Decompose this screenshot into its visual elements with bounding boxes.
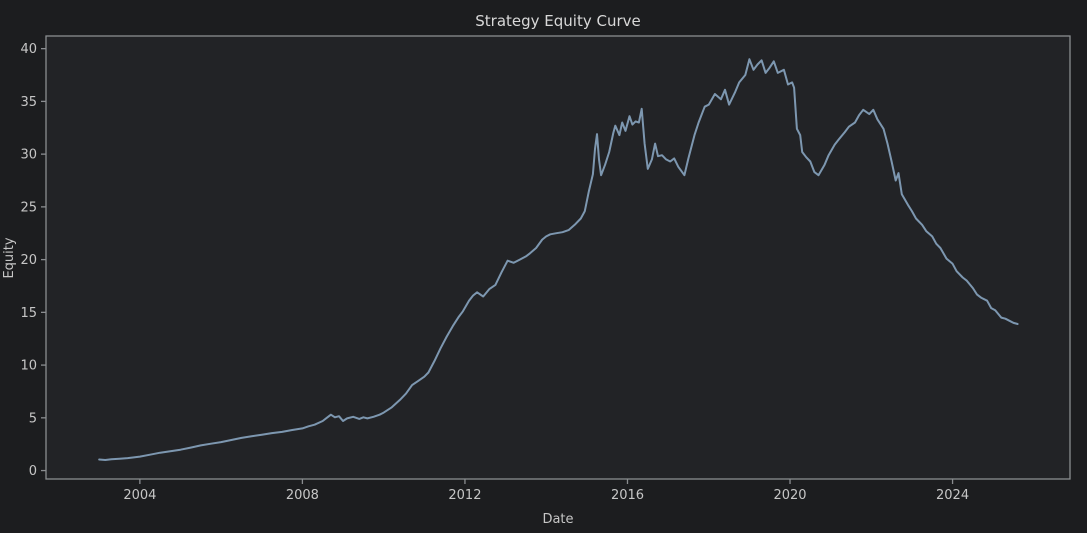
y-tick-label: 10: [20, 359, 37, 374]
axis-ticks: 2004 2008 2012 2016 2020 2024 0 5 10 15 20 25 30 35 40: [20, 42, 969, 503]
equity-curve-line: [98, 58, 1019, 461]
y-tick-label: 0: [29, 464, 37, 479]
x-tick-label: 2004: [123, 488, 156, 503]
y-tick-label: 35: [20, 95, 37, 110]
y-tick-label: 15: [20, 306, 37, 321]
x-tick-label: 2008: [286, 488, 319, 503]
x-tick-label: 2016: [611, 488, 644, 503]
chart-title: Strategy Equity Curve: [475, 12, 641, 30]
y-axis-label: Equity: [2, 237, 17, 278]
y-tick-label: 20: [20, 253, 37, 268]
y-tick-label: 5: [29, 411, 37, 426]
y-tick-label: 30: [20, 148, 37, 163]
y-tick-label: 40: [20, 42, 37, 57]
x-axis-label: Date: [542, 512, 573, 527]
plot-border: [45, 35, 1071, 480]
x-tick-label: 2020: [773, 488, 806, 503]
y-tick-label: 25: [20, 200, 37, 215]
x-tick-label: 2024: [936, 488, 969, 503]
plot-area: [46, 36, 1070, 479]
x-tick-label: 2012: [448, 488, 481, 503]
